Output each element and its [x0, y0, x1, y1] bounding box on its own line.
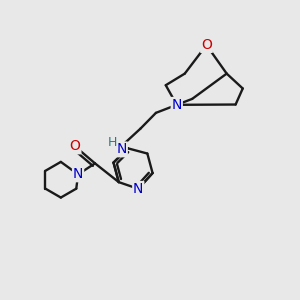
- Text: O: O: [70, 140, 80, 153]
- Text: N: N: [172, 98, 182, 112]
- Text: N: N: [133, 182, 143, 196]
- Text: H: H: [108, 136, 117, 149]
- Text: N: N: [117, 142, 127, 156]
- Text: O: O: [201, 38, 212, 52]
- Text: N: N: [73, 167, 83, 182]
